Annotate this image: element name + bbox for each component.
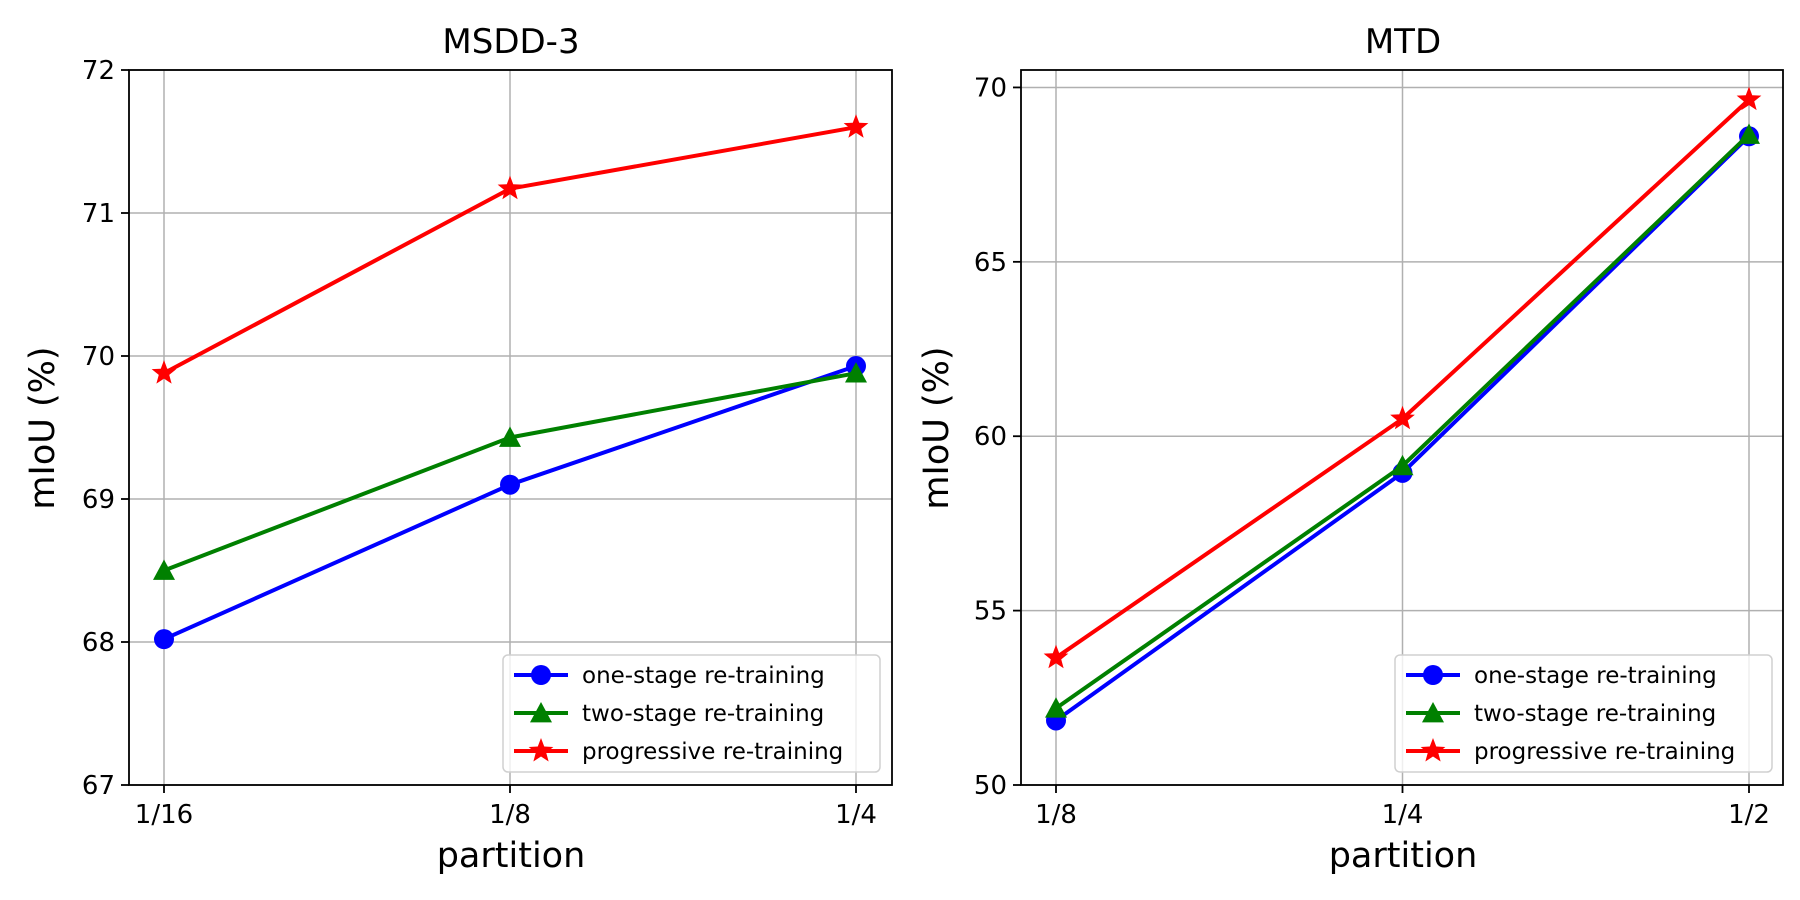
x-tick-label: 1/2 [1728, 800, 1770, 830]
x-tick-label: 1/8 [489, 800, 531, 830]
x-tick-label: 1/4 [1382, 800, 1424, 830]
legend: one-stage re-training two-stage re-traini… [1394, 654, 1773, 773]
legend-entry: progressive re-training [514, 738, 843, 765]
legend-entry: one-stage re-training [1406, 663, 1717, 689]
legend-label: two-stage re-training [1474, 701, 1716, 727]
y-tick-label: 55 [974, 597, 1007, 627]
legend-label: one-stage re-training [1474, 663, 1717, 689]
legend-circle-marker [531, 665, 551, 685]
data-point-star-marker [1736, 86, 1762, 111]
data-point-star-marker [151, 360, 177, 384]
y-tick-label: 67 [82, 771, 115, 801]
data-point-triangle-marker [153, 559, 175, 580]
legend-label: one-stage re-training [582, 663, 825, 689]
legend-frame [502, 654, 881, 773]
y-tick-label: 60 [974, 422, 1007, 452]
y-axis-label: mIoU (%) [917, 346, 957, 509]
y-axis-label: mIoU (%) [23, 346, 63, 509]
legend-star-marker [528, 738, 554, 762]
data-point-circle-marker [154, 629, 174, 650]
legend-triangle-marker [1422, 702, 1444, 723]
data-point-star-marker [1043, 644, 1069, 669]
legend-label: progressive re-training [582, 739, 843, 765]
data-point-triangle-marker [1045, 697, 1067, 718]
legend-entry: two-stage re-training [1406, 701, 1716, 727]
x-axis-label: partition [1329, 836, 1478, 876]
data-point-triangle-marker [1391, 454, 1414, 476]
data-point-triangle-marker [1738, 123, 1760, 144]
legend-label: two-stage re-training [582, 701, 824, 727]
y-tick-label: 72 [82, 56, 115, 86]
legend-triangle-marker [530, 702, 552, 723]
legend-entry: one-stage re-training [514, 663, 825, 689]
x-tick-label: 1/4 [835, 800, 877, 830]
y-tick-label: 71 [82, 199, 115, 229]
legend-entry: two-stage re-training [514, 701, 824, 727]
data-point-triangle-marker [845, 362, 867, 383]
y-tick-label: 70 [82, 342, 115, 372]
chart-title: MSDD-3 [442, 22, 579, 62]
chart-panel-msdd3: MSDD-3 partition mIoU (%) 67 68 69 70 71 72 1/… [23, 22, 893, 876]
x-tick-label: 1/16 [135, 800, 193, 830]
x-tick-label: 1/8 [1035, 800, 1077, 830]
legend-circle-marker [1423, 665, 1443, 685]
x-axis-label: partition [437, 836, 586, 876]
y-tick-label: 70 [974, 73, 1007, 103]
chart-panel-mtd: MTD partition mIoU (%) 50 55 60 65 70 1/8 1/4 1… [917, 22, 1784, 876]
y-tick-label: 50 [974, 771, 1007, 801]
data-point-circle-marker [500, 474, 520, 495]
data-point-star-marker [1390, 405, 1415, 430]
y-tick-label: 65 [974, 248, 1007, 278]
y-tick-label: 69 [82, 485, 115, 515]
legend-entry: progressive re-training [1406, 738, 1735, 765]
legend-label: progressive re-training [1474, 739, 1735, 765]
data-point-star-marker [843, 114, 869, 138]
y-tick-label: 68 [82, 628, 115, 658]
chart-title: MTD [1365, 22, 1441, 62]
data-point-triangle-marker [499, 426, 521, 447]
data-point-star-marker [497, 175, 523, 200]
legend-star-marker [1420, 738, 1446, 762]
legend-frame [1394, 654, 1773, 773]
legend: one-stage re-training two-stage re-traini… [502, 654, 881, 773]
